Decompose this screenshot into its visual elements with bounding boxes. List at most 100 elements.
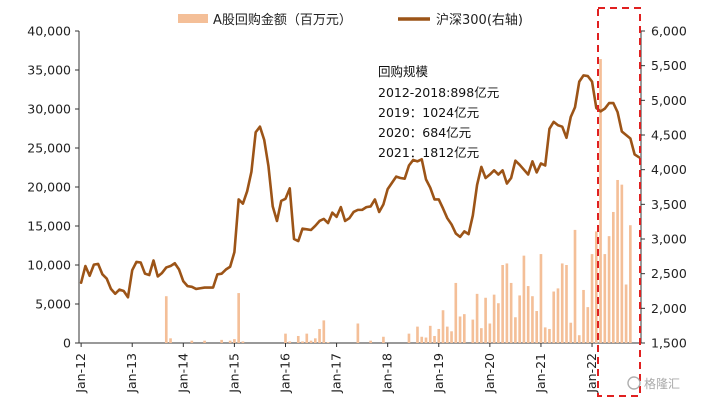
buyback-bar <box>480 328 483 343</box>
buyback-bar <box>514 317 517 343</box>
buyback-bar <box>552 291 556 343</box>
buyback-bar <box>445 326 449 343</box>
right-tick-label: 6,000 <box>651 24 687 39</box>
buyback-bar <box>522 255 526 343</box>
left-tick-label: 10,000 <box>27 258 71 273</box>
buyback-bar <box>505 263 509 343</box>
left-tick-label: 15,000 <box>27 219 71 234</box>
x-tick-label: Jan-15 <box>226 353 241 394</box>
right-tick-label: 4,500 <box>651 128 687 143</box>
buyback-bar <box>450 331 453 343</box>
note-line: 2019：1024亿元 <box>378 105 479 120</box>
note-heading: 回购规模 <box>378 64 429 79</box>
buyback-bar <box>629 225 632 343</box>
buyback-bar <box>509 282 513 343</box>
buyback-bar <box>164 296 168 343</box>
right-tick-label: 3,000 <box>651 232 687 247</box>
buyback-bar <box>296 335 300 343</box>
buyback-bar <box>407 333 411 343</box>
buyback-bar <box>462 314 466 343</box>
buyback-bar <box>603 254 607 343</box>
buyback-bar <box>301 341 304 343</box>
buyback-bar <box>441 310 445 343</box>
left-tick-label: 40,000 <box>27 24 71 39</box>
buyback-bar <box>518 295 521 343</box>
buyback-bar <box>190 340 194 343</box>
buyback-bar <box>497 303 500 343</box>
buyback-bar <box>454 282 458 343</box>
buyback-bar <box>484 297 487 343</box>
buyback-bar <box>313 338 317 343</box>
right-tick-label: 5,000 <box>651 93 687 108</box>
buyback-bar <box>569 322 573 343</box>
watermark-logo-icon <box>627 376 641 390</box>
right-tick-label: 1,500 <box>651 336 687 351</box>
buyback-bar <box>624 284 628 343</box>
right-tick-label: 3,500 <box>651 197 687 212</box>
left-tick-label: 5,000 <box>35 297 71 312</box>
buyback-bar <box>428 325 432 343</box>
x-tick-label: Jan-19 <box>431 353 446 394</box>
x-tick-label: Jan-21 <box>533 353 548 394</box>
note-line: 2021：1812亿元 <box>378 145 479 160</box>
buyback-bar <box>169 338 172 343</box>
buyback-bar <box>437 328 441 343</box>
buyback-bar <box>526 286 530 343</box>
buyback-scale-note: 回购规模 2012-2018:898亿元 2019：1024亿元 2020：68… <box>378 64 499 160</box>
left-tick-label: 0 <box>63 336 71 351</box>
buyback-bar <box>616 179 619 343</box>
left-tick-label: 20,000 <box>27 180 71 195</box>
buyback-bar <box>492 294 496 343</box>
right-tick-label: 5,500 <box>651 58 687 73</box>
watermark: 格隆汇 <box>627 376 680 391</box>
right-y-axis: 1,500 2,000 2,500 3,000 3,500 4,000 4,500 5,000… <box>640 24 687 351</box>
buyback-bar <box>309 340 313 343</box>
buyback-bar <box>573 229 577 343</box>
right-tick-label: 2,500 <box>651 266 687 281</box>
buyback-bar <box>241 341 245 343</box>
buyback-bar <box>535 311 539 343</box>
legend-bar-swatch <box>178 14 208 23</box>
buyback-bar <box>237 293 240 343</box>
buyback-bar <box>548 328 551 343</box>
right-tick-label: 4,000 <box>651 162 687 177</box>
legend-line-label: 沪深300(右轴) <box>436 12 523 28</box>
right-tick-label: 2,000 <box>651 301 687 316</box>
buyback-bar <box>326 342 330 343</box>
left-tick-label: 30,000 <box>27 102 71 117</box>
buyback-bar <box>471 319 475 343</box>
buyback-bar <box>382 336 385 343</box>
buyback-bar <box>318 328 321 343</box>
watermark-text: 格隆汇 <box>644 376 680 391</box>
left-tick-label: 35,000 <box>27 63 71 78</box>
buyback-bar <box>284 333 287 343</box>
buyback-bar <box>501 265 504 343</box>
buyback-bar <box>488 323 492 343</box>
buyback-bar <box>560 263 564 343</box>
buyback-bar <box>322 320 326 343</box>
buyback-bar <box>582 289 585 343</box>
buyback-bar <box>369 340 372 343</box>
buyback-bar <box>475 293 479 343</box>
buyback-bar <box>590 254 594 343</box>
buyback-bar <box>433 335 436 343</box>
buyback-bar <box>612 211 615 343</box>
x-tick-label: Jan-17 <box>329 353 344 394</box>
buyback-bar <box>305 333 309 343</box>
buyback-bar <box>607 236 611 343</box>
left-tick-label: 25,000 <box>27 141 71 156</box>
buyback-bar <box>531 296 534 343</box>
x-tick-label: Jan-20 <box>482 353 497 394</box>
x-tick-label: Jan-16 <box>277 353 292 394</box>
x-axis: Jan-12 Jan-13 Jan-14 Jan-15 Jan-16 Jan-17 Jan-… <box>73 342 641 394</box>
buyback-bar <box>458 316 462 343</box>
buyback-bar <box>543 327 547 343</box>
buyback-bar <box>220 339 223 343</box>
left-y-axis: 0 5,000 10,000 15,000 20,000 25,000 30,000 35,0… <box>27 24 80 351</box>
buyback-bar <box>420 336 424 343</box>
x-tick-label: Jan-18 <box>380 353 395 394</box>
buyback-bar <box>356 323 360 343</box>
csi300-line <box>79 74 641 299</box>
note-line: 2012-2018:898亿元 <box>378 85 499 100</box>
